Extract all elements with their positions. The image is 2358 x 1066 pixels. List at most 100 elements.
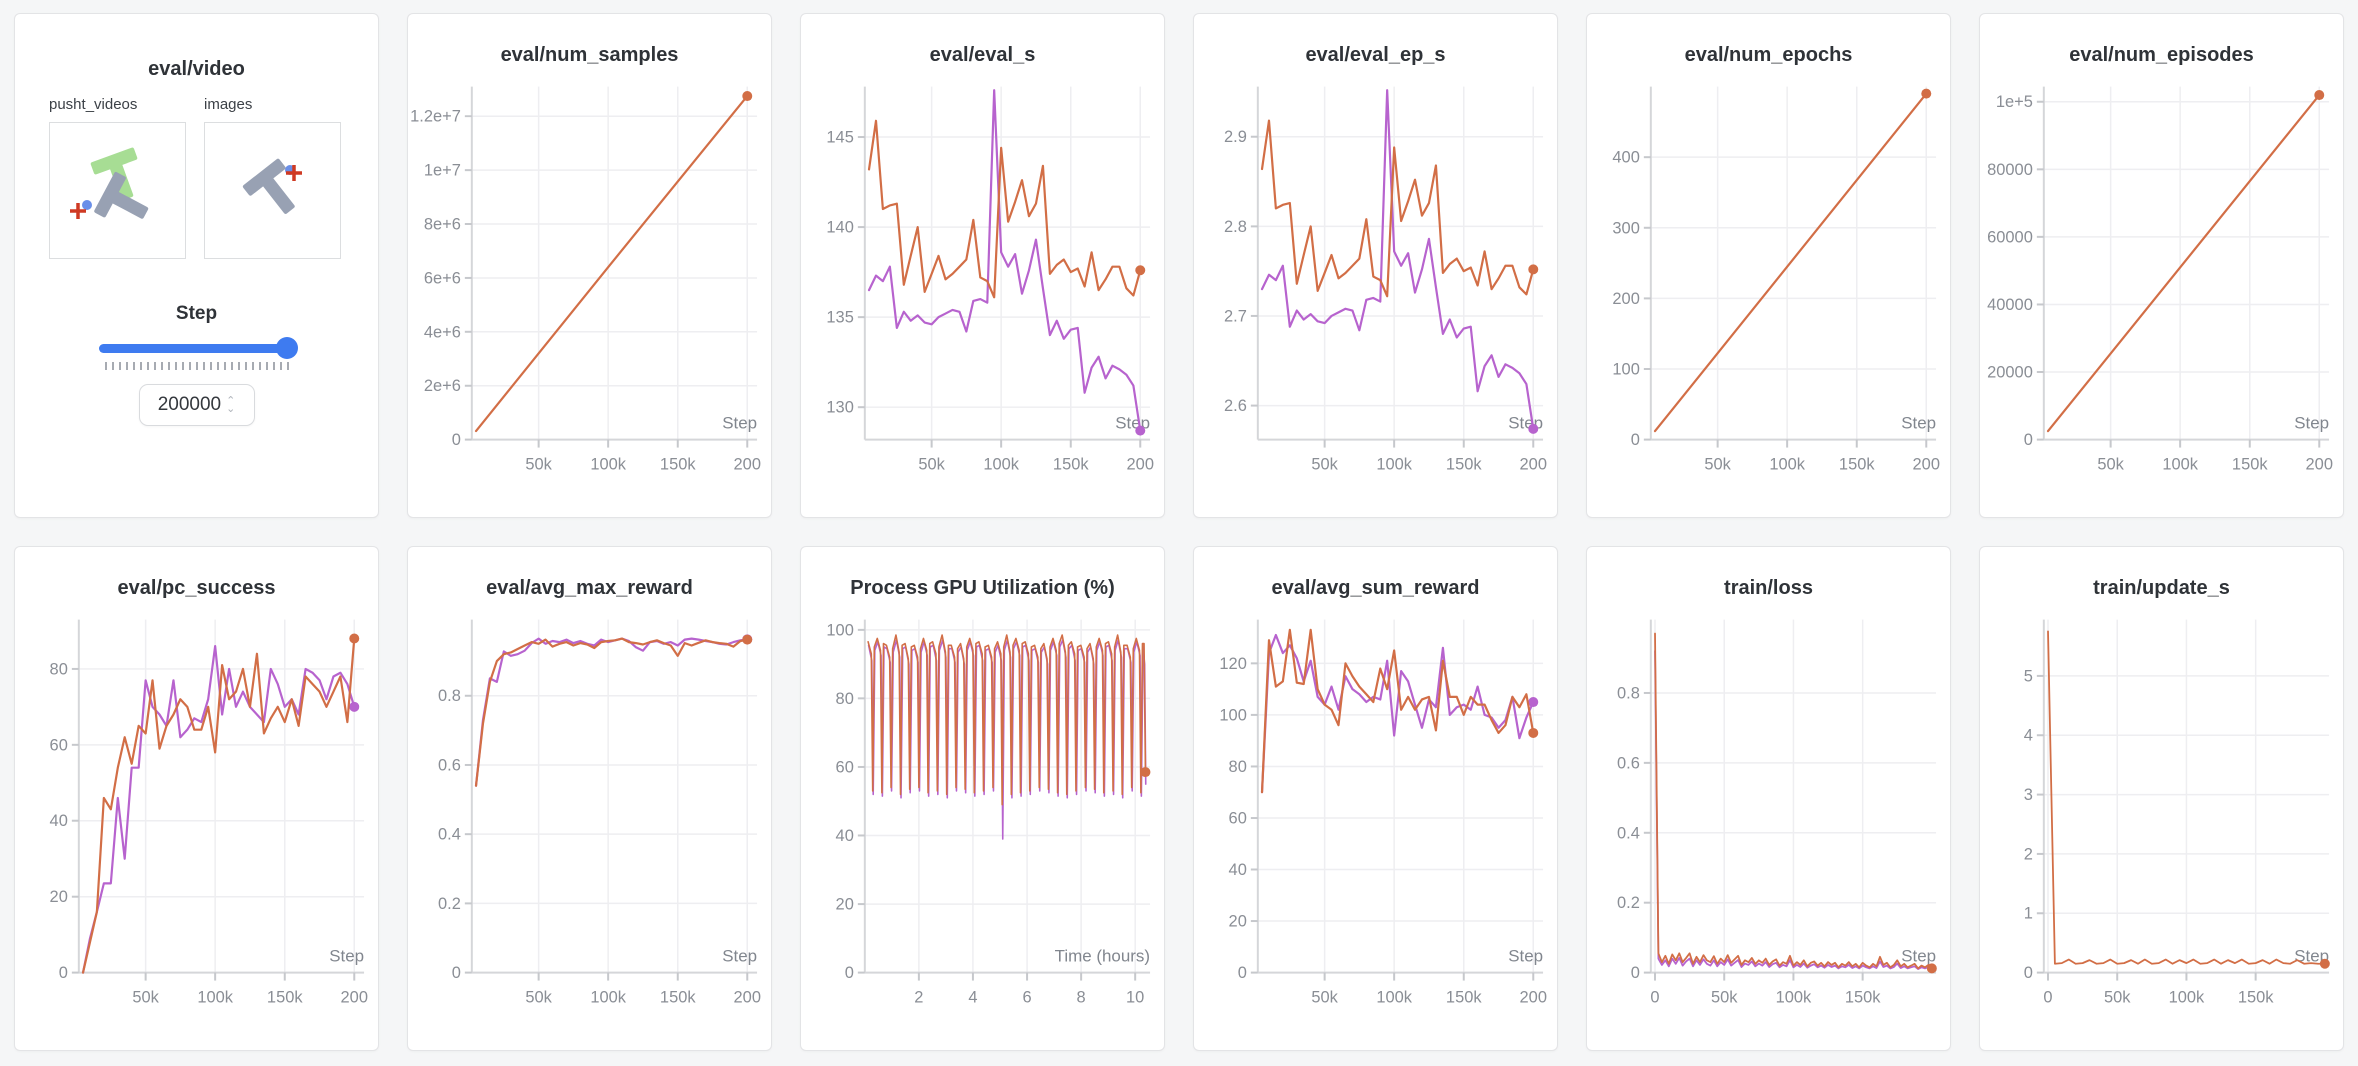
svg-text:150k: 150k xyxy=(660,989,696,1007)
chart-title: eval/eval_s xyxy=(929,44,1036,66)
svg-text:100k: 100k xyxy=(2169,989,2205,1007)
svg-text:135: 135 xyxy=(826,309,853,327)
step-value[interactable]: 200000 xyxy=(157,394,222,415)
panel-train-loss: train/loss 0 50k 100k 150k 0 0.2 0.4 0.6 0.8 Step xyxy=(1586,546,1951,1051)
svg-text:0: 0 xyxy=(845,964,854,982)
svg-text:50k: 50k xyxy=(918,456,945,474)
svg-text:150k: 150k xyxy=(1446,989,1482,1007)
chart-plot-num-epochs[interactable]: 50k 100k 150k 200 0 100 200 300 400 Step xyxy=(1587,70,1950,518)
svg-text:0: 0 xyxy=(2024,964,2033,982)
images-label: images xyxy=(204,96,253,113)
slider-thumb[interactable] xyxy=(275,337,298,359)
chart-title: eval/pc_success xyxy=(117,577,276,599)
svg-text:100k: 100k xyxy=(590,989,626,1007)
svg-text:4e+6: 4e+6 xyxy=(424,323,461,341)
svg-text:150k: 150k xyxy=(1446,456,1482,474)
svg-text:100k: 100k xyxy=(1776,989,1812,1007)
svg-text:60: 60 xyxy=(836,758,854,776)
stepper-arrows[interactable]: ⌃ ⌄ xyxy=(226,395,236,415)
media-thumbnails: pusht_videos xyxy=(15,82,378,259)
svg-text:50k: 50k xyxy=(2104,989,2131,1007)
svg-text:Step: Step xyxy=(1901,414,1936,433)
chart-plot-num-episodes[interactable]: 50k 100k 150k 200 0 20000 40000 60000 80000 1e+5 S… xyxy=(1980,70,2343,518)
svg-text:50k: 50k xyxy=(2097,456,2124,474)
svg-text:20: 20 xyxy=(836,896,854,914)
svg-text:8e+6: 8e+6 xyxy=(424,215,461,233)
svg-text:145: 145 xyxy=(826,129,853,147)
svg-text:5: 5 xyxy=(2024,667,2033,685)
chart-plot-avg-sum-reward[interactable]: 50k 100k 150k 200 0 20 40 60 80 100 120 Step xyxy=(1194,603,1557,1051)
svg-text:50k: 50k xyxy=(1311,456,1338,474)
slider-track[interactable] xyxy=(98,344,295,353)
svg-text:0.8: 0.8 xyxy=(438,687,461,705)
svg-text:130: 130 xyxy=(826,399,853,417)
panel-title-eval-video: eval/video xyxy=(148,58,245,80)
chart-plot-train-loss[interactable]: 0 50k 100k 150k 0 0.2 0.4 0.6 0.8 Step xyxy=(1587,603,1950,1051)
chart-plot-train-update-s[interactable]: 0 50k 100k 150k 0 1 2 3 4 5 Step xyxy=(1980,603,2343,1051)
svg-text:8: 8 xyxy=(1077,989,1086,1007)
svg-text:200: 200 xyxy=(1520,989,1547,1007)
svg-text:150k: 150k xyxy=(1845,989,1881,1007)
svg-text:Step: Step xyxy=(2294,947,2329,966)
svg-text:20: 20 xyxy=(50,888,68,906)
chart-title: eval/avg_sum_reward xyxy=(1271,577,1480,599)
svg-text:100k: 100k xyxy=(2162,456,2198,474)
panel-eval-pc-success: eval/pc_success 50k 100k 150k 200 0 20 40 60 80 S… xyxy=(14,546,379,1051)
step-down-icon[interactable]: ⌄ xyxy=(226,403,236,415)
svg-text:1: 1 xyxy=(2024,905,2033,923)
svg-text:40000: 40000 xyxy=(1987,296,2033,314)
svg-text:3: 3 xyxy=(2024,786,2033,804)
svg-text:Step: Step xyxy=(329,947,364,966)
svg-text:200: 200 xyxy=(1612,290,1639,308)
svg-text:Step: Step xyxy=(1508,947,1543,966)
chart-plot-num-samples[interactable]: 50k 100k 150k 200 0 2e+6 4e+6 6e+6 8e+6 1e+7 1.2e+… xyxy=(408,70,771,518)
step-number-input[interactable]: 200000 ⌃ ⌄ xyxy=(138,384,255,426)
svg-text:0.4: 0.4 xyxy=(1617,824,1640,842)
svg-text:20: 20 xyxy=(1229,913,1247,931)
chart-title: eval/avg_max_reward xyxy=(486,577,693,599)
panel-eval-num-samples: eval/num_samples 50k 100k 150k 200 0 2e+6 4e+6… xyxy=(407,13,772,518)
svg-text:0: 0 xyxy=(2043,989,2052,1007)
svg-text:0: 0 xyxy=(1238,964,1247,982)
panel-gpu-utilization: Process GPU Utilization (%) 2 4 6 8 10 0 20 40 6… xyxy=(800,546,1165,1051)
svg-text:0.4: 0.4 xyxy=(438,826,461,844)
svg-text:0: 0 xyxy=(1631,964,1640,982)
panel-eval-video: eval/video pusht_videos xyxy=(14,13,379,518)
chart-plot-avg-max-reward[interactable]: 50k 100k 150k 200 0 0.2 0.4 0.6 0.8 Step xyxy=(408,603,771,1051)
svg-text:40: 40 xyxy=(1229,861,1247,879)
svg-text:60: 60 xyxy=(1229,810,1247,828)
svg-text:80: 80 xyxy=(50,660,68,678)
pusht-videos-block: pusht_videos xyxy=(49,96,186,259)
svg-text:150k: 150k xyxy=(1053,456,1089,474)
svg-text:80000: 80000 xyxy=(1987,161,2033,179)
svg-text:100k: 100k xyxy=(1376,456,1412,474)
svg-text:Step: Step xyxy=(1901,947,1936,966)
svg-text:200: 200 xyxy=(734,456,761,474)
svg-text:1.2e+7: 1.2e+7 xyxy=(410,108,461,126)
svg-text:100k: 100k xyxy=(590,456,626,474)
svg-text:1e+7: 1e+7 xyxy=(424,162,461,180)
chart-title: train/loss xyxy=(1724,577,1813,599)
step-up-icon[interactable]: ⌃ xyxy=(226,395,236,407)
step-control: Step 200000 ⌃ ⌄ xyxy=(15,303,378,426)
image-thumbnail[interactable] xyxy=(204,122,341,259)
svg-text:50k: 50k xyxy=(132,989,159,1007)
svg-text:400: 400 xyxy=(1612,149,1639,167)
chart-title: eval/num_epochs xyxy=(1684,44,1853,66)
svg-text:150k: 150k xyxy=(2238,989,2274,1007)
svg-text:100: 100 xyxy=(1219,706,1246,724)
panel-eval-eval-ep-s: eval/eval_ep_s 50k 100k 150k 200 2.6 2.7 2.8 2.… xyxy=(1193,13,1558,518)
pusht-video-thumbnail[interactable] xyxy=(49,122,186,259)
svg-text:6e+6: 6e+6 xyxy=(424,269,461,287)
svg-text:2.9: 2.9 xyxy=(1224,128,1247,146)
chart-title: eval/num_samples xyxy=(500,44,679,66)
svg-text:0.6: 0.6 xyxy=(1617,754,1640,772)
step-slider[interactable] xyxy=(98,337,298,359)
svg-text:50k: 50k xyxy=(1704,456,1731,474)
svg-text:100: 100 xyxy=(826,621,853,639)
chart-plot-pc-success[interactable]: 50k 100k 150k 200 0 20 40 60 80 Step xyxy=(15,603,378,1051)
